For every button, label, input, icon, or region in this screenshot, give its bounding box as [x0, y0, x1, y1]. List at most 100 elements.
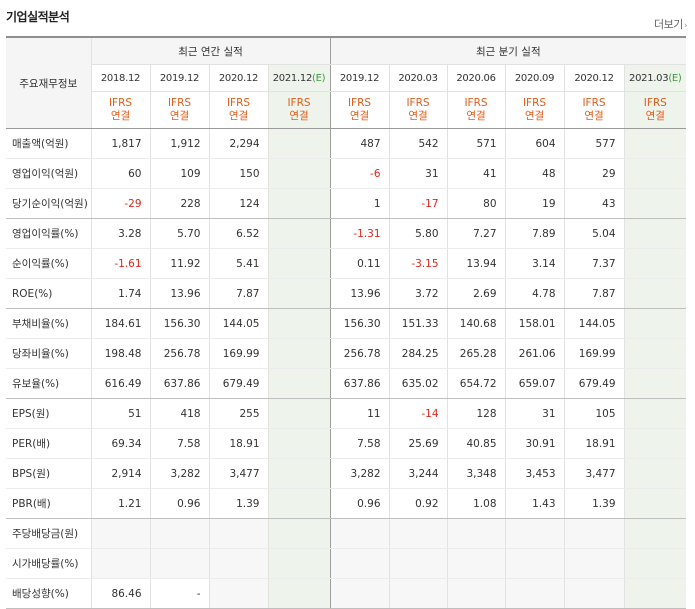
row-label: 영업이익(억원)	[6, 158, 91, 189]
value-cell	[623, 548, 687, 579]
row-label: PER(배)	[6, 428, 91, 459]
quarter-period-header: 2020.09	[504, 64, 565, 92]
quarter-period-header: 2020.03	[388, 64, 448, 92]
table-row: 순이익률(%) -1.61 11.92 5.41 0.11 -3.15 13.94 3.14 7…	[6, 248, 687, 279]
consolidated-label: 연결	[169, 110, 190, 122]
value-cell: 679.49	[563, 368, 625, 399]
value-cell	[267, 488, 331, 519]
value-cell: 1.74	[90, 278, 150, 309]
ifrs-label: IFRS	[643, 97, 667, 109]
value-cell	[563, 518, 625, 549]
value-cell	[90, 548, 150, 579]
value-cell: 169.99	[563, 338, 625, 369]
value-cell: 255	[208, 398, 268, 429]
table-row: 배당성향(%) 86.46-	[6, 578, 687, 609]
value-cell: 109	[149, 158, 209, 189]
ifrs-basis-cell: IFRS 연결	[267, 91, 331, 129]
ifrs-basis-cell: IFRS 연결	[446, 91, 506, 129]
period-label: 2020.03	[398, 72, 438, 84]
value-cell	[623, 188, 687, 219]
value-cell: -1.31	[329, 218, 390, 249]
value-cell: 7.27	[446, 218, 506, 249]
ifrs-basis-cell: IFRS 연결	[90, 91, 150, 129]
table-row: 영업이익률(%) 3.28 5.70 6.52 -1.31 5.80 7.27 7.89 5.0…	[6, 218, 687, 249]
value-cell: 577	[563, 128, 625, 159]
ifrs-basis-cell: IFRS 연결	[329, 91, 390, 129]
value-cell: 4.78	[504, 278, 565, 309]
value-cell	[623, 278, 687, 309]
value-cell: 128	[446, 398, 506, 429]
value-cell: 124	[208, 188, 268, 219]
ifrs-label: IFRS	[226, 97, 251, 109]
table-row: 당좌비율(%) 198.48 256.78 169.99 256.78 284.25 265…	[6, 338, 687, 369]
value-cell: 30.91	[504, 428, 565, 459]
value-cell: -	[149, 578, 209, 609]
row-label: 부채비율(%)	[6, 308, 91, 339]
value-cell	[208, 518, 268, 549]
value-cell: 5.80	[388, 218, 448, 249]
value-cell: 3,244	[388, 458, 448, 489]
value-cell	[623, 158, 687, 189]
value-cell: 31	[504, 398, 565, 429]
value-cell	[267, 188, 331, 219]
value-cell: 0.11	[329, 248, 390, 279]
value-cell: 284.25	[388, 338, 448, 369]
ifrs-label: IFRS	[522, 97, 547, 109]
ifrs-label: IFRS	[287, 97, 311, 109]
value-cell: 18.91	[563, 428, 625, 459]
value-cell: 7.89	[504, 218, 565, 249]
value-cell	[329, 578, 390, 609]
value-cell: 11.92	[149, 248, 209, 279]
ifrs-label: IFRS	[464, 97, 488, 109]
value-cell: 0.92	[388, 488, 448, 519]
value-cell	[267, 248, 331, 279]
value-cell: 1.21	[90, 488, 150, 519]
value-cell: 158.01	[504, 308, 565, 339]
value-cell: 48	[504, 158, 565, 189]
period-label: 2021.03	[629, 72, 669, 84]
table-row: 부채비율(%) 184.61 156.30 144.05 156.30 151.33 140…	[6, 308, 687, 339]
value-cell: 659.07	[504, 368, 565, 399]
value-cell	[329, 518, 390, 549]
value-cell: 7.58	[149, 428, 209, 459]
more-link[interactable]: 더보기›	[654, 16, 688, 32]
value-cell	[623, 398, 687, 429]
consolidated-label: 연결	[524, 110, 545, 122]
period-label: 2018.12	[100, 72, 141, 84]
row-label: 순이익률(%)	[6, 248, 91, 279]
estimate-mark: (E)	[668, 72, 682, 84]
value-cell: 5.70	[149, 218, 209, 249]
value-cell	[563, 548, 625, 579]
value-cell: 2,294	[208, 128, 268, 159]
estimate-mark: (E)	[312, 72, 326, 84]
value-cell: 3.28	[90, 218, 150, 249]
consolidated-label: 연결	[645, 110, 665, 122]
value-cell	[623, 428, 687, 459]
table-row: 매출액(억원) 1,817 1,912 2,294 487 542 571 604 577	[6, 128, 687, 159]
value-cell	[267, 428, 331, 459]
row-label: 유보율(%)	[6, 368, 91, 399]
value-cell: 18.91	[208, 428, 268, 459]
table-row: 유보율(%) 616.49 637.86 679.49 637.86 635.02 654.…	[6, 368, 687, 399]
value-cell: 6.52	[208, 218, 268, 249]
annual-period-header: 2021.12(E)	[267, 64, 331, 92]
ifrs-label: IFRS	[167, 97, 192, 109]
value-cell: 150	[208, 158, 268, 189]
table-row: PBR(배) 1.21 0.96 1.39 0.96 0.92 1.08 1.43 1.39	[6, 488, 687, 519]
value-cell: 1.39	[563, 488, 625, 519]
value-cell: 7.87	[563, 278, 625, 309]
ifrs-basis-cell: IFRS 연결	[208, 91, 268, 129]
value-cell	[267, 218, 331, 249]
value-cell: 0.96	[149, 488, 209, 519]
consolidated-label: 연결	[584, 110, 604, 122]
row-label: 배당성향(%)	[6, 578, 91, 609]
table-row: EPS(원) 51 418 255 11 -14 128 31 105	[6, 398, 687, 429]
row-label: ROE(%)	[6, 278, 91, 309]
value-cell: 11	[329, 398, 390, 429]
value-cell: 3,282	[149, 458, 209, 489]
value-cell	[504, 548, 565, 579]
value-cell: 29	[563, 158, 625, 189]
ifrs-label: IFRS	[582, 97, 606, 109]
consolidated-label: 연결	[408, 110, 428, 122]
value-cell: 169.99	[208, 338, 268, 369]
